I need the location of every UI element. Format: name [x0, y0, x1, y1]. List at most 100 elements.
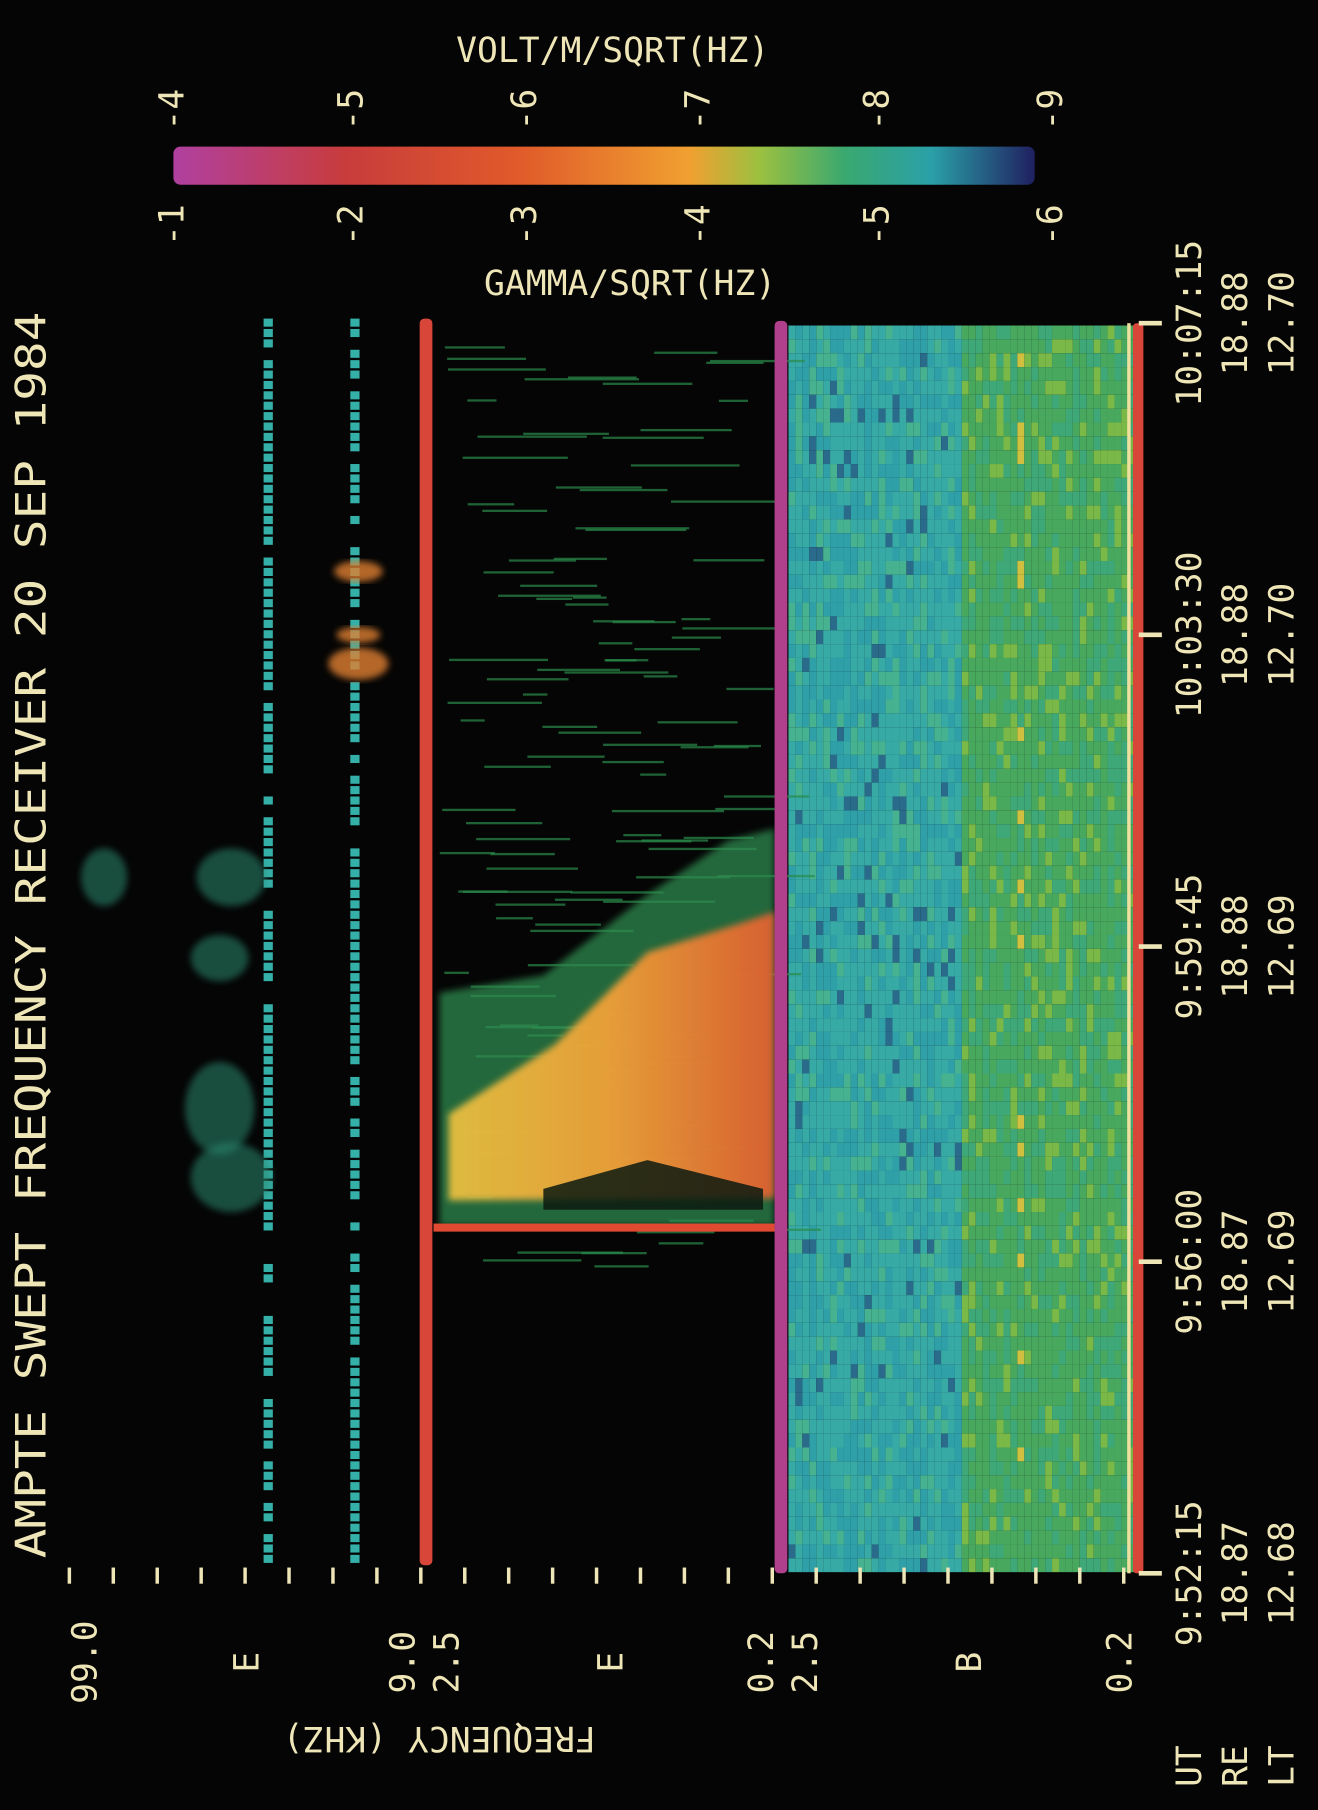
spectrogram-cell	[788, 644, 796, 658]
spectrogram-cell	[961, 519, 969, 534]
spectrogram-cell	[1107, 1045, 1115, 1060]
spectrogram-cell	[1024, 616, 1032, 631]
spectrogram-cell	[816, 782, 824, 797]
spectrogram-cell	[1024, 1489, 1032, 1503]
spectrogram-cell	[899, 851, 907, 866]
spectrogram-cell	[913, 422, 921, 437]
spectrogram-cell	[968, 380, 976, 395]
spectrogram-cell	[913, 380, 921, 395]
spectrogram-cell	[934, 505, 942, 520]
spectrogram-cell	[1031, 1225, 1039, 1240]
spectral-line	[263, 557, 273, 566]
spectrogram-cell	[934, 1502, 942, 1517]
spectrogram-cell	[1052, 491, 1059, 506]
spectrogram-cell	[795, 1489, 803, 1503]
spectrogram-cell	[816, 1031, 824, 1046]
spectrogram-cell	[927, 1558, 935, 1573]
emission-streak	[477, 435, 587, 438]
spectrogram-cell	[1017, 990, 1025, 1005]
spectrogram-cell	[809, 921, 817, 935]
spectrogram-cell	[843, 768, 851, 783]
spectrogram-cell	[968, 1281, 976, 1296]
spectrogram-cell	[934, 1295, 942, 1309]
spectrogram-cell	[996, 865, 1004, 880]
spectrogram-cell	[996, 671, 1004, 686]
spectrogram-cell	[906, 644, 914, 658]
spectrogram-cell	[892, 1198, 900, 1213]
spectrogram-cell	[1038, 1502, 1046, 1517]
spectrogram-cell	[1100, 1170, 1108, 1185]
spectrogram-cell	[1010, 685, 1018, 700]
spectrogram-cell	[968, 644, 976, 658]
spectrogram-cell	[989, 699, 997, 714]
spectrogram-cell	[1031, 657, 1039, 672]
spectrogram-cell	[837, 1253, 844, 1268]
spectrogram-cell	[788, 1295, 796, 1309]
spectrogram-cell	[996, 1350, 1004, 1365]
spectrogram-cell	[1079, 1018, 1087, 1032]
spectrogram-cell	[948, 1281, 955, 1296]
spectrogram-cell	[899, 1142, 907, 1157]
spectrogram-cell	[1038, 1475, 1046, 1490]
spectrogram-cell	[948, 450, 955, 465]
spectrogram-cell	[934, 547, 942, 561]
spectrogram-cell	[864, 325, 872, 340]
spectrogram-cell	[1079, 1461, 1087, 1476]
spectrogram-cell	[1024, 436, 1032, 451]
spectrogram-cell	[934, 1045, 942, 1060]
spectrogram-cell	[837, 948, 844, 963]
spectrogram-cell	[802, 1447, 810, 1462]
spectrogram-cell	[1114, 1115, 1122, 1129]
spectrogram-cell	[809, 851, 817, 866]
spectrogram-cell	[954, 450, 962, 465]
spectrogram-cell	[1100, 810, 1108, 825]
spectrogram-cell	[864, 464, 872, 478]
spectrogram-cell	[1003, 657, 1011, 672]
spectrogram-cell	[878, 491, 886, 506]
spectrogram-cell	[996, 477, 1004, 492]
spectrogram-cell	[871, 768, 879, 783]
spectrogram-cell	[1017, 893, 1025, 908]
spectrogram-cell	[1121, 727, 1129, 742]
spectrogram-cell	[1038, 810, 1046, 825]
spectrogram-cell	[823, 1073, 831, 1088]
spectrogram-cell	[1065, 699, 1073, 714]
spectrogram-cell	[1045, 1308, 1053, 1323]
spectrogram-cell	[948, 1170, 955, 1185]
spectrogram-cell	[788, 422, 796, 437]
spectral-line	[263, 952, 273, 961]
spectrogram-cell	[913, 1281, 921, 1296]
spectral-line	[263, 941, 273, 950]
spectrogram-cell	[975, 934, 983, 949]
spectrogram-cell	[788, 394, 796, 409]
spectrogram-cell	[871, 1530, 879, 1545]
spectrogram-cell	[989, 616, 997, 631]
spectrogram-cell	[857, 879, 865, 894]
spectrogram-cell	[913, 907, 921, 922]
spectrogram-cell	[1079, 838, 1087, 852]
spectrogram-cell	[843, 477, 851, 492]
spectrogram-cell	[927, 367, 935, 381]
spectrogram-cell	[843, 851, 851, 866]
spectrogram-cell	[788, 810, 796, 825]
spectral-line	[350, 1440, 360, 1449]
spectrogram-cell	[1024, 533, 1032, 548]
spectrogram-cell	[788, 1184, 796, 1199]
spectrogram-cell	[1010, 1004, 1018, 1019]
spectrogram-cell	[1017, 1461, 1025, 1476]
spectrogram-cell	[1038, 1489, 1046, 1503]
spectrogram-cell	[927, 519, 935, 534]
spectrogram-cell	[1121, 1447, 1129, 1462]
spectrogram-cell	[948, 1045, 955, 1060]
spectrogram-cell	[816, 1170, 824, 1185]
spectrogram-cell	[802, 519, 810, 534]
spectrogram-cell	[1093, 325, 1101, 340]
spectrogram-cell	[1038, 741, 1046, 755]
spectrogram-cell	[1058, 408, 1066, 423]
spectrogram-cell	[878, 1364, 886, 1379]
spectrogram-cell	[788, 1059, 796, 1074]
spectrogram-cell	[1017, 1378, 1025, 1393]
spectrogram-cell	[961, 782, 969, 797]
spectrogram-cell	[906, 1392, 914, 1406]
spectrogram-cell	[802, 685, 810, 700]
